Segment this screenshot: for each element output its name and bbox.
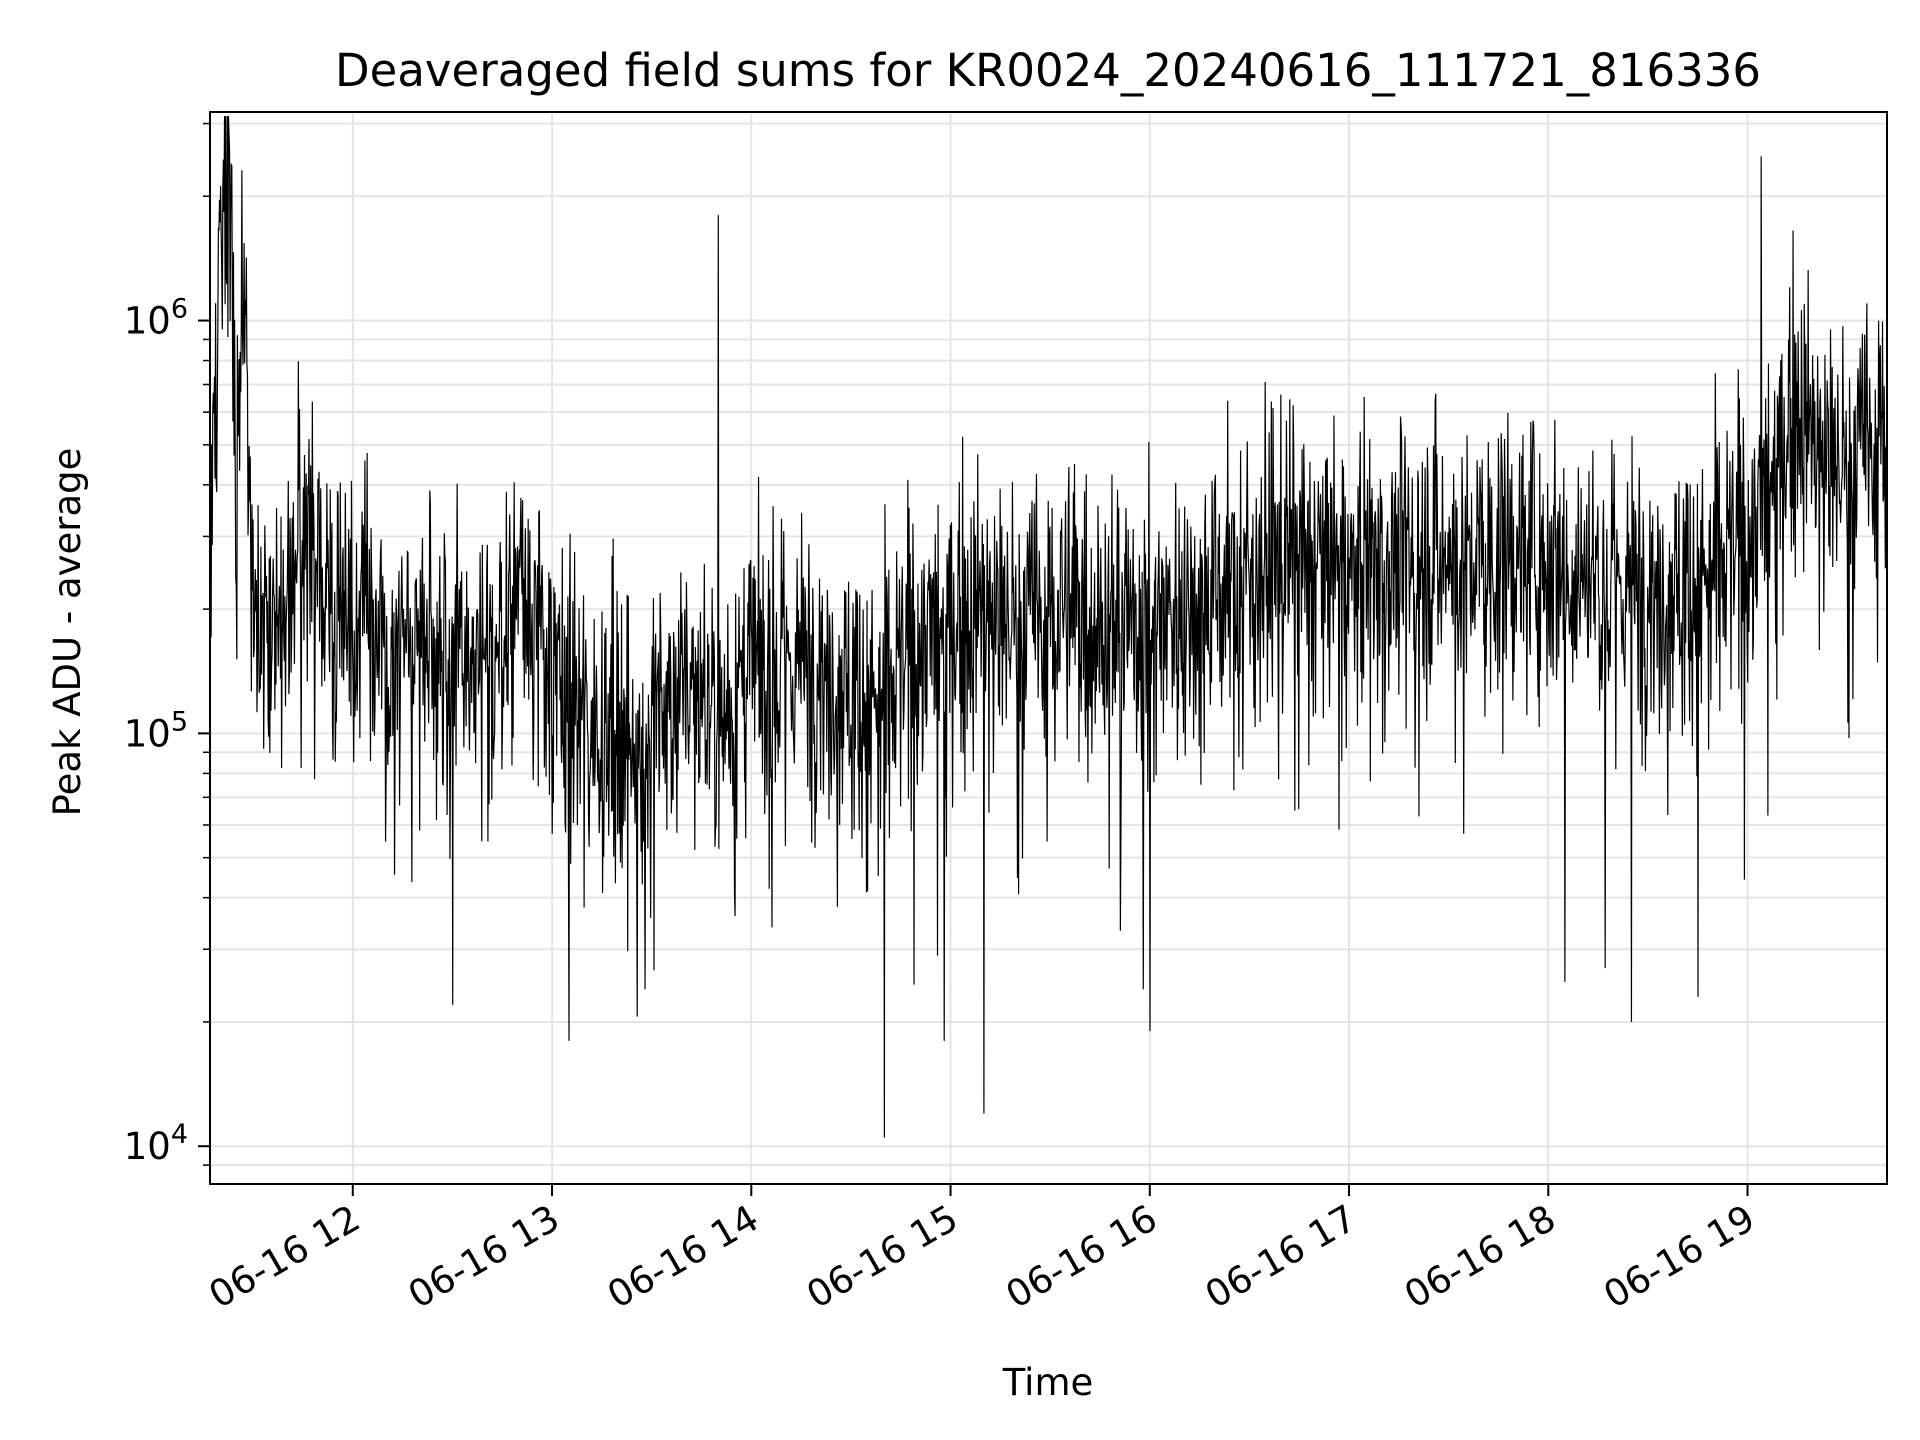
x-axis-label: Time xyxy=(1002,1361,1094,1404)
y-tick-label: 105 xyxy=(124,706,188,755)
chart-title: Deaveraged field sums for KR0024_2024061… xyxy=(335,44,1761,97)
data-line-layer xyxy=(209,116,1888,1138)
y-tick-label: 104 xyxy=(124,1119,188,1168)
y-tick-label: 106 xyxy=(124,294,188,343)
plot-frame xyxy=(209,111,1888,1185)
series-line xyxy=(209,116,1888,1138)
y-axis-label: Peak ADU - average xyxy=(46,448,89,817)
